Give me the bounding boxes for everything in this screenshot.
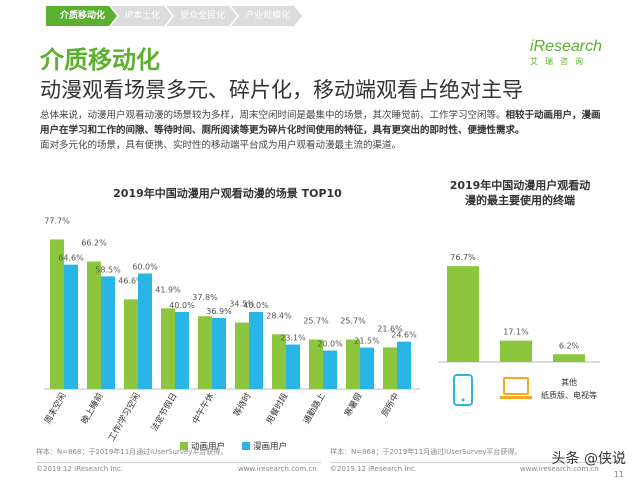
legend-label-anime: 动画用户 (191, 441, 225, 452)
scene-value-label: 41.9% (155, 285, 181, 294)
scene-bar-anime (272, 334, 286, 389)
device-bar (553, 354, 585, 362)
device-value-label: 6.2% (559, 341, 580, 350)
scene-category-label: 厕所中 (379, 391, 401, 419)
section-tabs: 介质移动化 IP本土化 受众全民化 产业规模化 (46, 6, 296, 26)
scene-chart: 2019年中国动漫用户观看动漫的场景 TOP10 77.7% 64.6% 周末空闲 6… (30, 185, 425, 460)
scene-bar-anime (346, 339, 360, 389)
scene-bar-comic (64, 264, 78, 389)
legend-swatch-anime (180, 442, 188, 450)
scene-category-label: 晚上睡前 (79, 391, 106, 426)
summary-part-1: 总体来说，动漫用户观看动漫的场景较为多样，周末空闲时间是最集中的场景，其次睡觉前… (40, 110, 506, 121)
scene-category-label: 寒暑假 (342, 391, 365, 419)
scene-category-label: 等待时 (231, 391, 254, 419)
device-chart-title: 2019年中国动漫用户观看动漫的最主要使用的终端 (449, 179, 591, 207)
scene-value-label: 64.6% (58, 254, 84, 263)
scene-value-label: 20.0% (317, 340, 343, 349)
scene-chart-title: 2019年中国动漫用户观看动漫的场景 TOP10 (113, 187, 342, 200)
right-footer-line (330, 462, 625, 463)
laptop-icon (500, 377, 532, 399)
device-chart: 2019年中国动漫用户观看动漫的最主要使用的终端 76.7% 17.1% 6.2% 其… (430, 178, 610, 460)
iresearch-logo: iResearch 艾瑞咨询 (530, 38, 620, 67)
scene-value-label: 23.1% (280, 334, 306, 343)
scene-value-label: 24.6% (391, 331, 417, 340)
scene-value-label: 58.5% (95, 265, 121, 274)
logo-main-text: iResearch (530, 38, 603, 55)
left-url: www.iresearch.com.cn (238, 465, 317, 473)
left-copyright: ©2019.12 iResearch Inc. (36, 465, 124, 473)
scene-value-label: 40.0% (169, 301, 195, 310)
other-sub-label: 纸质版、电视等 (541, 390, 597, 400)
scene-bar-anime (235, 322, 249, 389)
legend-label-comic: 漫画用户 (253, 441, 287, 452)
device-bar (500, 340, 532, 362)
scene-value-label: 40.0% (243, 301, 269, 310)
left-footer-line (36, 462, 321, 463)
device-bar (447, 266, 479, 362)
scene-value-label: 37.8% (192, 293, 218, 302)
tab-mobile-medium[interactable]: 介质移动化 (46, 6, 117, 26)
scene-value-label: 25.7% (340, 317, 366, 326)
legend-swatch-comic (242, 442, 250, 450)
scene-bar-anime (383, 347, 397, 389)
scene-value-label: 66.2% (81, 239, 107, 248)
scene-bar-comic (249, 312, 263, 389)
other-label: 其他 (561, 377, 577, 387)
right-url: www.iresearch.com.cn (520, 465, 599, 473)
scene-category-label: 法定节假日 (149, 391, 180, 433)
scene-bar-anime (87, 261, 101, 389)
scene-bar-comic (323, 350, 337, 389)
scene-category-label: 中午午休 (190, 391, 217, 426)
summary-text: 总体来说，动漫用户观看动漫的场景较为多样，周末空闲时间是最集中的场景，其次睡觉前… (40, 108, 610, 153)
device-value-label: 17.1% (503, 328, 529, 337)
tab-ip-localization[interactable]: IP本土化 (111, 6, 172, 26)
mobile-phone-icon (453, 374, 473, 406)
scene-category-label: 通勤路上 (301, 391, 328, 426)
scene-bar-comic (175, 312, 189, 389)
scene-bar-comic (138, 273, 152, 389)
scene-bar-anime (161, 308, 175, 389)
left-sample-note: 样本：N=868；于2019年11月通过iUserSurvey平台获得。 (36, 448, 228, 456)
scene-value-label: 21.6% (377, 324, 403, 333)
scene-bar-anime (309, 339, 323, 389)
scene-bar-comic (360, 347, 374, 389)
scene-value-label: 21.5% (354, 337, 380, 346)
right-copyright: ©2019.12 iResearch Inc. (330, 465, 418, 473)
page-headline: 动漫观看场景多元、碎片化，移动端观看占绝对主导 (40, 78, 523, 102)
page-number: 11 (613, 470, 624, 479)
watermark: 头条 @侠说 (551, 451, 626, 467)
scene-value-label: 25.7% (303, 317, 329, 326)
scene-value-label: 60.0% (132, 263, 158, 272)
scene-value-label: 36.9% (206, 307, 232, 316)
tab-industry-scale[interactable]: 产业规模化 (231, 6, 302, 26)
device-value-label: 76.7% (450, 253, 476, 262)
scene-bar-comic (212, 317, 226, 389)
scene-value-label: 28.4% (266, 311, 292, 320)
scene-category-label: 周末空闲 (42, 391, 69, 426)
scene-value-label: 46.6% (118, 276, 144, 285)
scene-bar-anime (198, 316, 212, 389)
scene-category-label: 用餐时段 (264, 391, 291, 426)
logo-sub-text: 艾瑞咨询 (530, 57, 590, 66)
summary-part-2: 面对多元化的场景，具有便携、实时性的移动端平台成为用户观看动漫最主流的渠道。 (40, 140, 402, 151)
section-title: 介质移动化 (40, 46, 160, 74)
scene-value-label: 77.7% (44, 216, 70, 225)
scene-category-label: 工作/学习空闲 (106, 391, 142, 443)
scene-bar-anime (124, 299, 138, 389)
scene-bar-comic (101, 276, 115, 389)
right-sample-note: 样本：N=868；于2019年11月通过iUserSurvey平台获得。 (330, 448, 522, 456)
summary-part-1-bold: 相较于动画用户，漫画用户在学习和工作的间隙、等待时间、厕所阅读等更为碎片化时间使… (40, 110, 601, 136)
scene-bar-comic (286, 344, 300, 389)
scene-bar-comic (397, 341, 411, 389)
scene-value-label: 34.5% (229, 300, 255, 309)
tab-audience-universal[interactable]: 受众全民化 (166, 6, 237, 26)
scene-chart-svg: 77.7% 64.6% 周末空闲 66.2% 58.5% 晚上睡前 46.6% 60.0% 工作… (42, 216, 420, 452)
scene-bar-anime (50, 239, 64, 389)
